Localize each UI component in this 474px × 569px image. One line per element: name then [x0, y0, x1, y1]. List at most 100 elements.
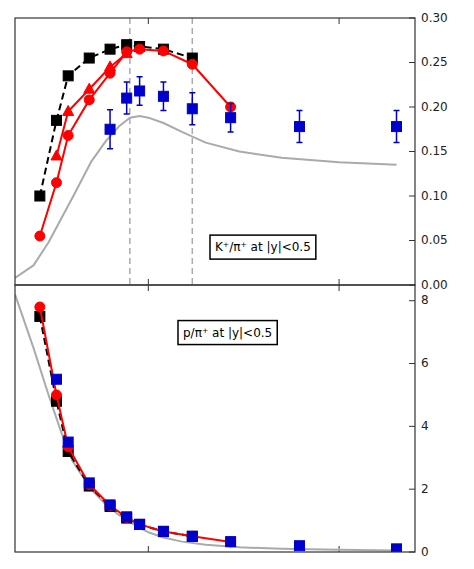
marker: [158, 91, 168, 101]
x-tick: [148, 546, 149, 552]
marker: [122, 512, 132, 522]
marker: [158, 526, 168, 536]
y-tick: [409, 489, 415, 490]
marker: [84, 95, 94, 105]
annotation: K⁺/π⁺ at |y|<0.5: [215, 240, 311, 254]
y-tick: [409, 363, 415, 364]
y-tick-label: 0.20: [421, 100, 448, 114]
marker: [226, 113, 236, 123]
marker: [392, 544, 402, 552]
marker: [187, 531, 197, 541]
x-tick: [339, 285, 340, 291]
frame: [15, 18, 415, 285]
x-tick: [148, 18, 149, 24]
background: [0, 0, 474, 569]
y-tick-label: 0.30: [421, 11, 448, 25]
marker: [122, 93, 132, 103]
annotation-frame: [210, 235, 316, 259]
y-tick-label: 0.00: [421, 278, 448, 292]
marker: [122, 47, 132, 57]
panel: 0 2 4 6 8 p/π⁺ at |y|<0.5: [15, 285, 429, 559]
marker: [187, 531, 197, 541]
annotation-box: K⁺/π⁺ at |y|<0.5: [210, 235, 316, 259]
y-tick-label: 8: [421, 293, 429, 307]
series-line: [40, 49, 231, 236]
plot-area: [15, 294, 402, 552]
marker: [187, 531, 197, 541]
x-tick: [339, 279, 340, 285]
marker: [105, 500, 115, 510]
x-tick: [148, 279, 149, 285]
marker: [105, 68, 115, 78]
marker: [63, 130, 73, 140]
marker: [135, 519, 145, 529]
y-tick-label: 0.05: [421, 233, 448, 247]
series-line: [40, 45, 192, 196]
marker: [294, 122, 304, 132]
series: [51, 48, 132, 160]
marker: [35, 231, 45, 241]
series-line: [15, 116, 397, 278]
marker: [135, 86, 145, 96]
annotation: p/π⁺ at |y|<0.5: [183, 326, 272, 340]
marker: [226, 537, 236, 547]
series: [105, 77, 401, 149]
y-tick-label: 0: [421, 545, 429, 559]
marker: [135, 519, 145, 529]
marker: [51, 374, 61, 384]
marker: [294, 541, 304, 551]
y-tick: [409, 300, 415, 301]
chart: 0.00 0.05 0.10 0.15 0.20 0.25 0.30 K⁺/π⁺ at |y|…: [0, 0, 474, 569]
marker: [84, 53, 94, 63]
marker: [187, 59, 197, 69]
x-tick: [148, 285, 149, 291]
panel: 0.00 0.05 0.10 0.15 0.20 0.25 0.30 K⁺/π⁺ at |y|…: [15, 11, 448, 292]
annotation-frame: [178, 321, 277, 345]
series: [35, 311, 197, 541]
marker: [63, 105, 74, 115]
marker: [35, 311, 45, 321]
marker: [105, 501, 115, 511]
y-tick: [409, 107, 415, 108]
y-tick-label: 6: [421, 356, 429, 370]
y-tick: [409, 196, 415, 197]
marker: [84, 478, 94, 488]
marker: [158, 527, 168, 537]
marker: [226, 537, 236, 547]
y-tick-label: 0.10: [421, 189, 448, 203]
plot-area: [15, 18, 402, 285]
x-tick: [339, 18, 340, 24]
marker: [187, 104, 197, 114]
marker: [51, 390, 61, 400]
marker: [392, 122, 402, 132]
marker: [51, 115, 61, 125]
y-tick-label: 4: [421, 419, 429, 433]
marker: [63, 437, 73, 447]
marker: [63, 71, 73, 81]
marker: [51, 150, 62, 160]
y-tick: [409, 426, 415, 427]
marker: [84, 83, 95, 93]
frame: [15, 285, 415, 552]
marker: [35, 302, 45, 312]
marker: [105, 124, 115, 134]
y-tick: [409, 62, 415, 63]
series-line: [15, 294, 397, 550]
y-tick: [409, 240, 415, 241]
series-line: [56, 54, 126, 156]
series: [15, 116, 397, 278]
y-tick-label: 0.15: [421, 144, 448, 158]
marker: [105, 44, 115, 54]
marker: [135, 44, 145, 54]
marker: [122, 512, 132, 522]
marker: [158, 46, 168, 56]
y-tick: [409, 151, 415, 152]
marker: [158, 527, 168, 537]
series: [15, 294, 397, 550]
series: [35, 44, 236, 241]
marker: [135, 519, 145, 529]
marker: [51, 178, 61, 188]
marker: [35, 191, 45, 201]
y-tick-label: 0.25: [421, 55, 448, 69]
y-tick-label: 2: [421, 482, 429, 496]
